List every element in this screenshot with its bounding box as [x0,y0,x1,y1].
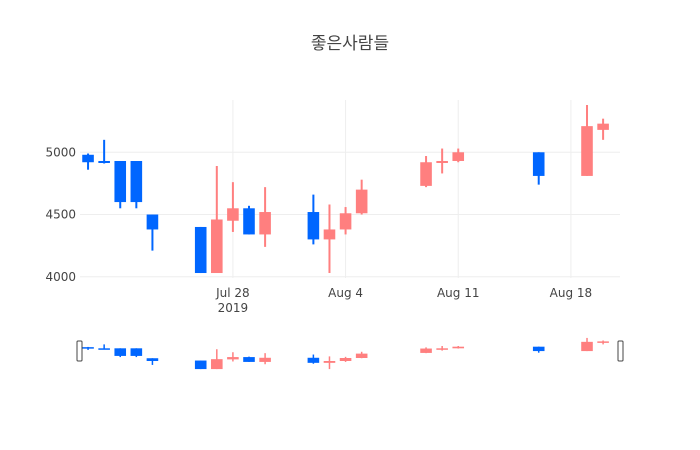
candle-decreasing [130,160,143,203]
slider-candle [130,348,143,356]
slider-candle [307,357,320,363]
candle-decreasing [114,160,127,203]
range-slider-right-handle[interactable] [617,340,624,362]
candle-decreasing [82,154,94,163]
slider-candle [211,359,223,370]
slider-candle [532,346,545,352]
candle-decreasing [146,214,159,230]
y-tick-label: 5000 [45,145,76,159]
slider-candle [82,347,94,349]
slider-candle [339,358,352,361]
range-slider-left-handle[interactable] [76,340,83,362]
slider-candle [114,348,127,356]
candle-increasing [420,162,432,186]
candle-increasing [452,152,465,161]
x-tick-label: Aug 4 [328,286,363,300]
slider-candle [323,361,336,363]
slider-candle [194,360,207,370]
candle-increasing [259,212,271,235]
slider-candle [227,357,239,360]
y-axis: 4000 4500 5000 [45,145,76,283]
slider-candle [436,348,448,350]
range-slider[interactable] [76,337,624,370]
candle-increasing [597,123,609,130]
y-tick-label: 4000 [45,270,76,284]
candle-decreasing [532,152,545,176]
candle-increasing [211,219,223,274]
candle-increasing [581,126,593,176]
x-tick-label: Aug 18 [550,286,593,300]
slider-candle [597,341,609,343]
x-tick-label: Jul 28 [215,286,250,300]
slider-candle [243,357,255,362]
candle-decreasing [98,160,110,163]
candle-increasing [227,208,239,221]
candle-increasing [436,160,448,163]
slider-candle [581,341,593,352]
slider-candle [452,346,465,349]
candle-increasing [323,229,336,240]
slider-candle [420,348,432,353]
x-tick-label: Aug 11 [437,286,480,300]
y-tick-label: 4500 [45,208,76,222]
candle-decreasing [243,208,255,235]
chart-title: 좋은사람들 [311,34,389,54]
candle-decreasing [307,212,320,240]
candle-decreasing [194,226,207,274]
candles [82,104,609,274]
candle-increasing [339,213,352,230]
slider-candle [259,357,271,362]
grid-lines [80,100,620,278]
slider-candle [146,358,159,361]
slider-candle [98,348,110,350]
candle-increasing [355,189,368,214]
x-tick-year-label: 2019 [218,301,249,315]
slider-candle [355,353,368,358]
